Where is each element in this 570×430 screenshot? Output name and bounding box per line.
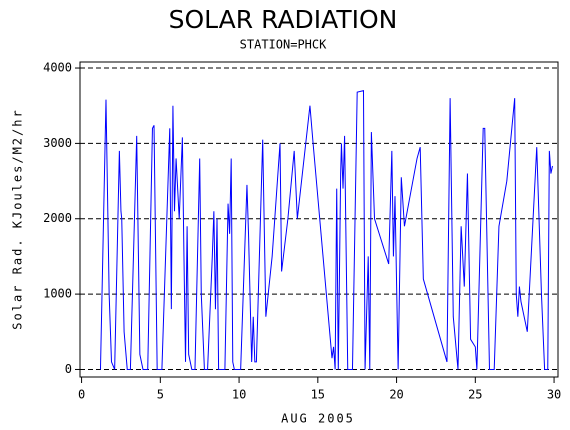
x-tick-label: 25 (468, 388, 482, 402)
plot-frame (79, 61, 559, 378)
x-tick-label: 20 (389, 388, 403, 402)
x-tick-label: 15 (311, 388, 325, 402)
x-tick-label: 10 (232, 388, 246, 402)
x-tick-label: 5 (157, 388, 164, 402)
data-line (99, 90, 553, 370)
y-tick-label: 4000 (43, 61, 72, 75)
y-axis-label: Solar Rad. KJoules/M2/hr (11, 108, 25, 329)
x-axis-label: AUG 2005 (281, 412, 355, 426)
y-tick-label: 0 (65, 362, 72, 376)
y-tick-label: 1000 (43, 287, 72, 301)
y-tick-label: 3000 (43, 136, 72, 150)
y-tick-label: 2000 (43, 211, 72, 225)
x-tick-label: 30 (547, 388, 561, 402)
chart-subtitle: STATION=PHCK (240, 38, 327, 52)
x-tick-label: 0 (78, 388, 85, 402)
chart-title: SOLAR RADIATION (169, 5, 398, 34)
